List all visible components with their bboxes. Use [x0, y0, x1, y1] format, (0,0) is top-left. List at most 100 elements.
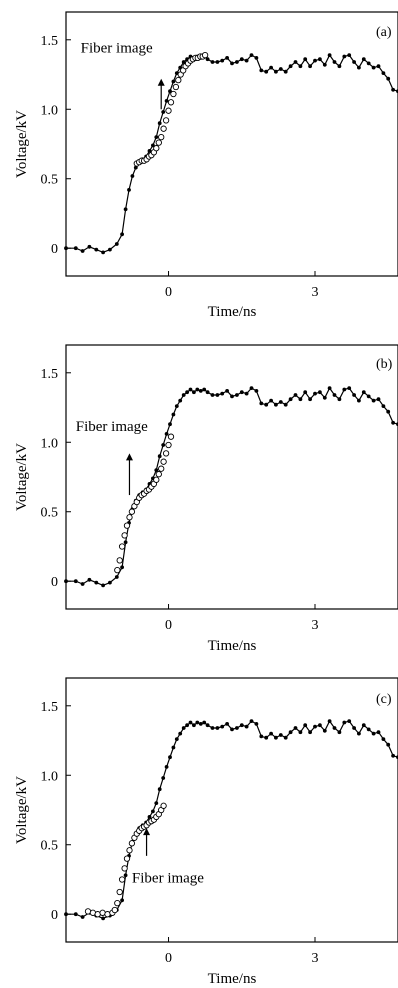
data-point	[205, 57, 210, 62]
data-point	[332, 726, 337, 730]
fiber-image-point	[123, 855, 131, 862]
fiber-image-point	[158, 133, 165, 141]
fiber-image-point	[162, 117, 170, 124]
data-point	[161, 443, 166, 447]
data-point	[244, 724, 249, 729]
data-point	[235, 60, 239, 64]
data-point	[215, 393, 220, 397]
data-point	[192, 723, 196, 728]
data-point	[120, 232, 124, 237]
data-point	[123, 873, 128, 878]
data-point	[205, 390, 210, 395]
annotation-fiber-image: Fiber image	[76, 419, 148, 435]
data-point	[342, 54, 347, 59]
y-tick-label: 1.0	[41, 769, 59, 784]
data-point	[210, 726, 215, 730]
data-point	[114, 575, 119, 579]
data-point	[288, 397, 293, 402]
data-point	[337, 397, 342, 402]
data-point	[269, 731, 273, 736]
data-point	[171, 745, 176, 750]
series-line	[66, 53, 398, 254]
data-point	[120, 565, 124, 570]
data-point	[80, 915, 85, 919]
data-point	[210, 393, 215, 397]
data-point	[322, 395, 327, 400]
data-point	[357, 65, 361, 70]
data-point	[178, 731, 183, 736]
series-line	[66, 719, 398, 920]
fiber-image-point	[118, 543, 126, 550]
data-point	[220, 58, 225, 63]
data-point	[288, 64, 293, 69]
data-point	[147, 149, 152, 153]
data-point	[347, 53, 352, 57]
data-point	[386, 742, 391, 747]
data-point	[202, 720, 207, 725]
panel-label: (c)	[376, 692, 392, 707]
fiber-image-point	[128, 840, 136, 847]
data-point	[361, 723, 366, 728]
data-point	[254, 722, 259, 726]
fiber-image-point	[160, 802, 167, 809]
data-point	[381, 404, 386, 408]
data-point	[347, 719, 352, 723]
fiber-image-point	[153, 476, 160, 483]
data-point	[235, 726, 239, 730]
y-tick-label: 0	[51, 575, 58, 590]
panel-label: (b)	[376, 357, 393, 372]
data-point	[308, 64, 312, 69]
data-point	[64, 246, 68, 251]
data-point	[376, 730, 381, 735]
data-point	[181, 60, 186, 64]
data-point	[157, 454, 162, 459]
data-point	[80, 249, 85, 253]
data-point	[230, 394, 234, 399]
data-point	[318, 57, 322, 62]
data-point	[352, 60, 356, 64]
fiber-image-point	[118, 876, 126, 883]
fiber-image-point	[175, 76, 182, 84]
data-point	[352, 393, 356, 397]
data-point	[198, 389, 203, 393]
data-point	[157, 121, 162, 126]
data-point	[366, 727, 371, 732]
data-point	[244, 391, 249, 396]
data-point	[154, 468, 159, 472]
data-point	[308, 730, 312, 735]
fiber-image-point	[158, 465, 165, 472]
data-point	[225, 56, 230, 60]
data-point	[327, 719, 332, 723]
data-point	[185, 723, 190, 728]
x-axis-label: Time/ns	[208, 304, 257, 320]
data-point	[293, 726, 298, 730]
data-point	[357, 398, 361, 403]
data-point	[168, 755, 172, 760]
data-point	[283, 69, 288, 74]
annotation-fiber-image: Fiber image	[81, 40, 153, 56]
data-point	[274, 69, 278, 74]
x-tick-label: 0	[165, 618, 172, 633]
data-point	[164, 765, 169, 769]
data-point	[322, 728, 327, 733]
data-point	[357, 731, 361, 736]
plot-frame	[65, 677, 398, 943]
data-point	[283, 402, 288, 407]
x-tick-label: 3	[312, 618, 319, 633]
data-point	[198, 722, 203, 726]
fiber-image-point	[172, 83, 180, 91]
data-point	[259, 401, 264, 406]
data-point	[288, 730, 293, 735]
data-point	[171, 79, 176, 84]
data-point	[178, 398, 183, 403]
fiber-image-point	[167, 99, 175, 106]
data-point	[274, 735, 278, 740]
data-point	[259, 68, 264, 73]
data-point	[361, 57, 366, 62]
data-point	[101, 250, 105, 255]
plot-frame	[65, 344, 398, 610]
data-point	[264, 735, 269, 740]
data-point	[332, 393, 337, 397]
data-point	[327, 386, 332, 390]
data-point	[386, 409, 391, 414]
